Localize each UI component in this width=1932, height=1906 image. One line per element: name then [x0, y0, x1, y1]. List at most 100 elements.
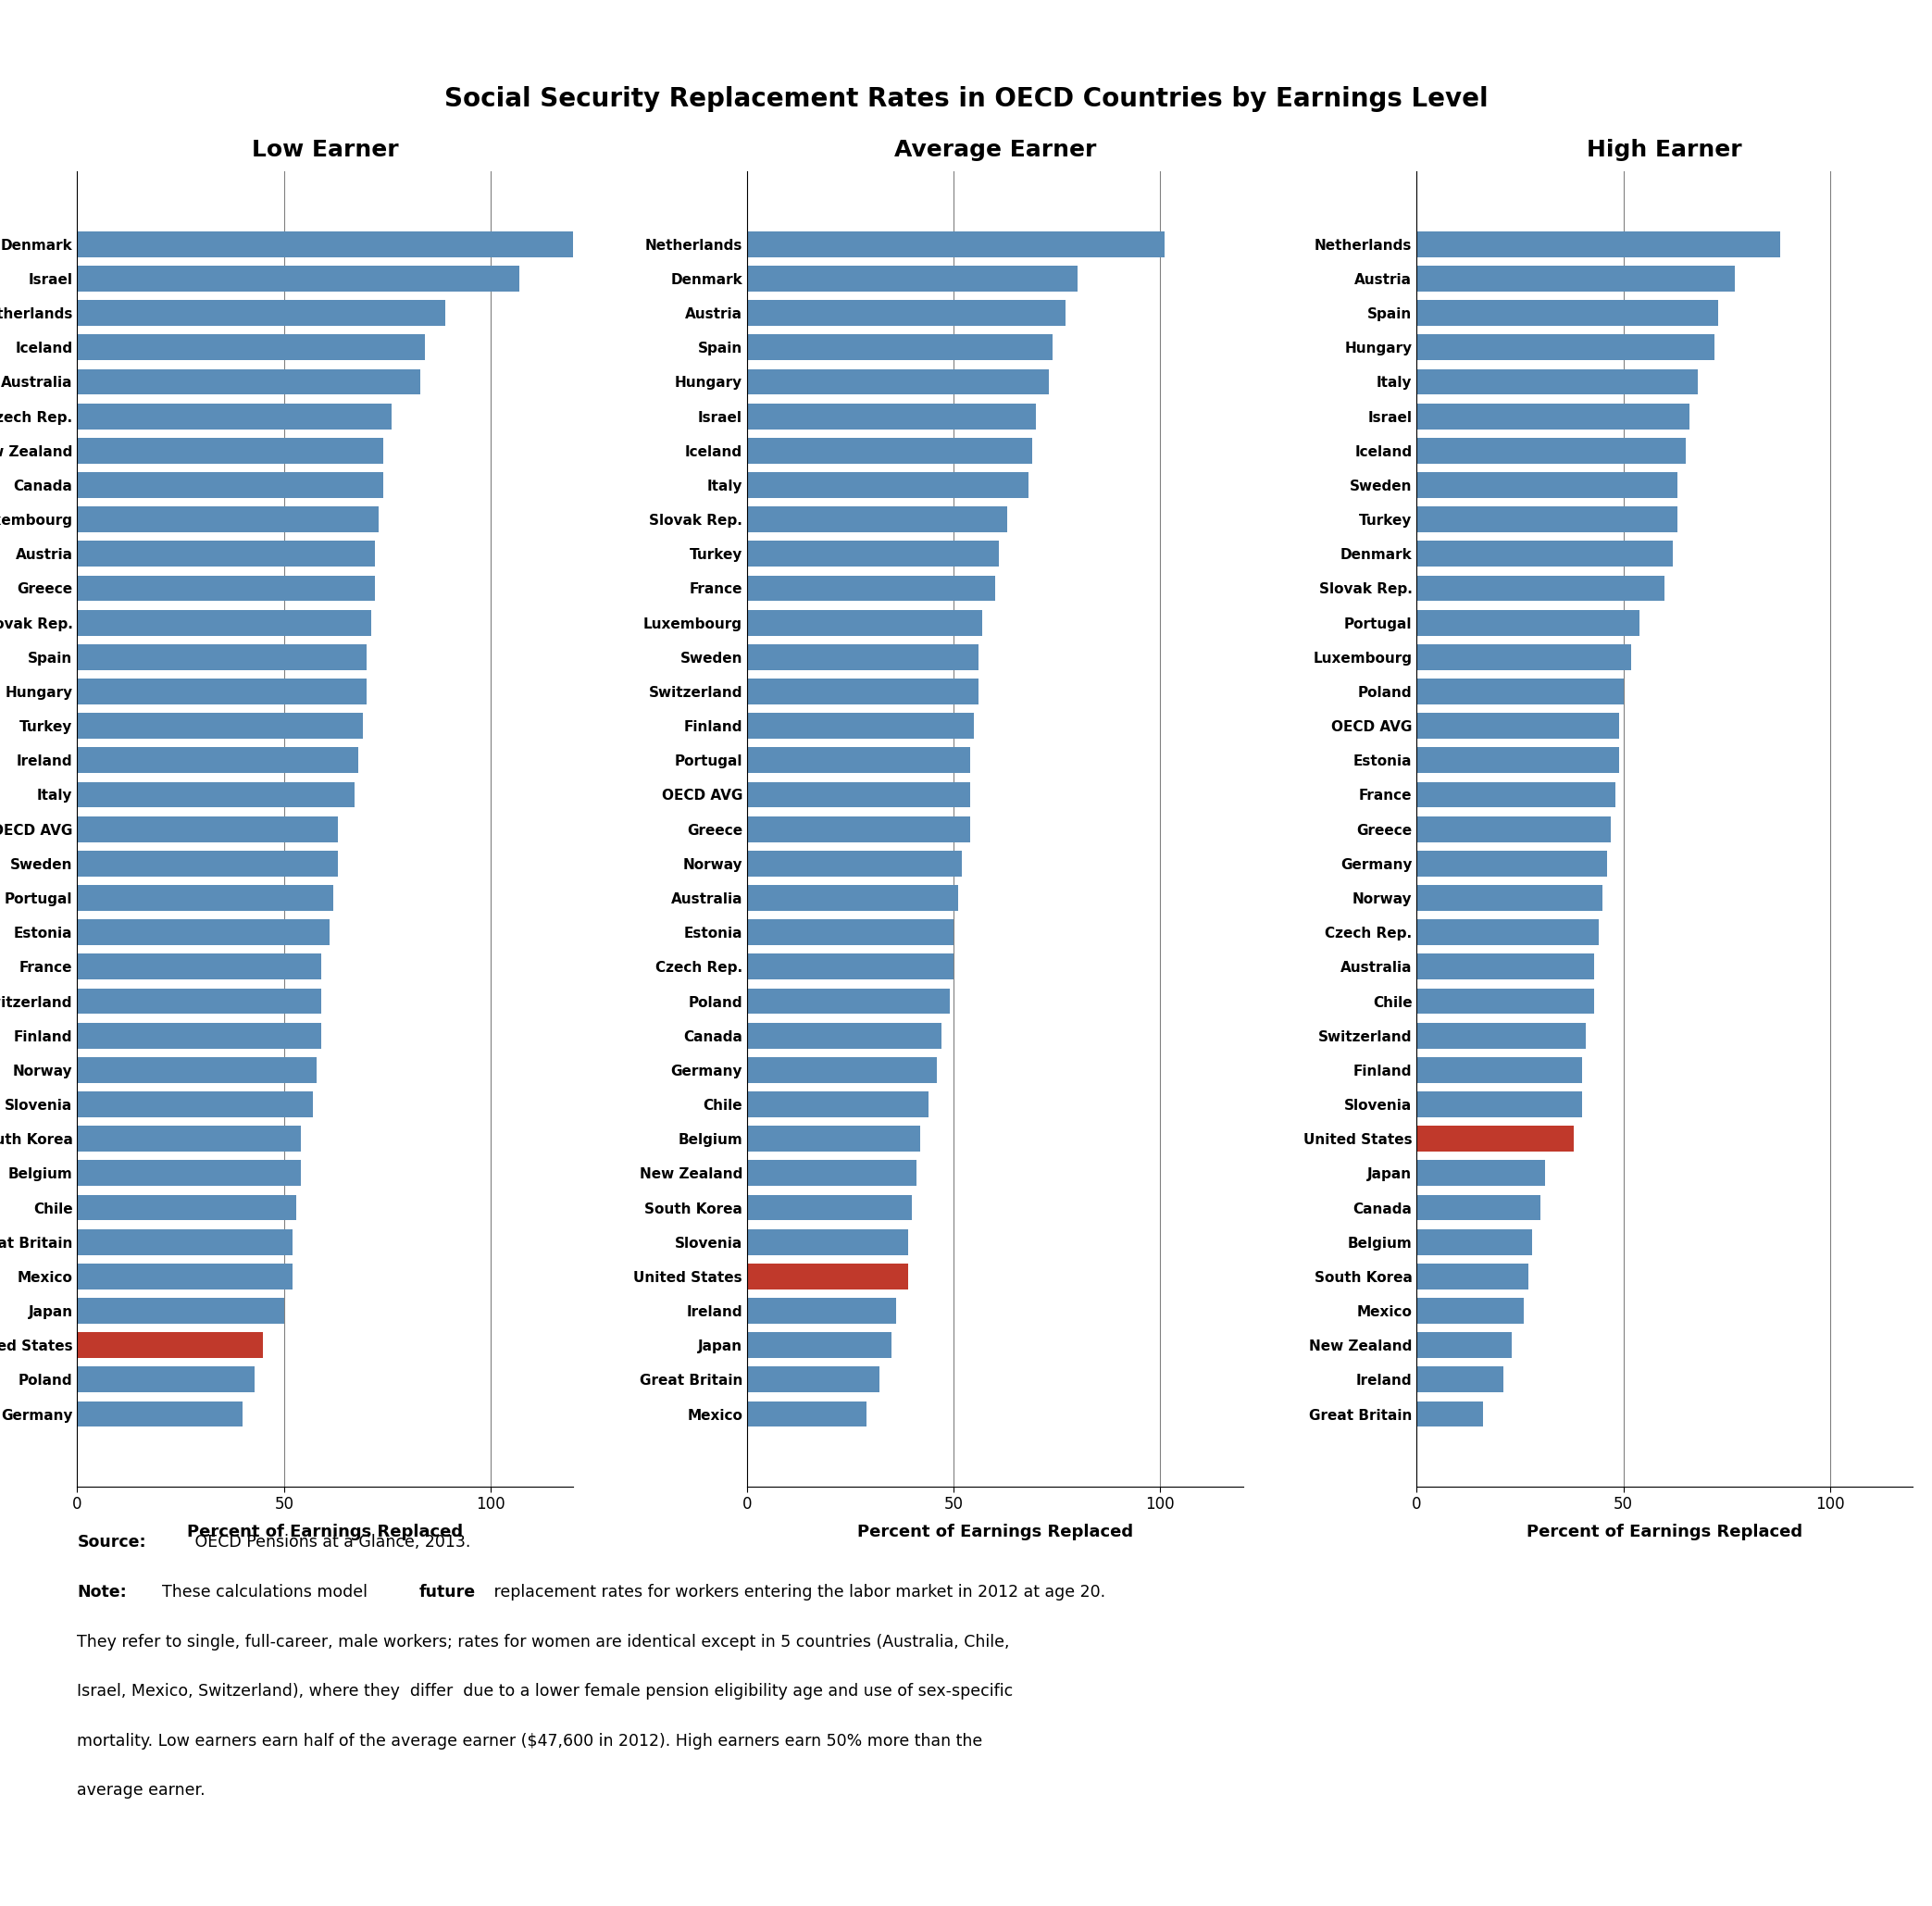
Bar — [77, 576, 375, 600]
Bar — [77, 1401, 243, 1428]
Bar — [77, 1058, 317, 1083]
Bar — [748, 265, 1078, 292]
Bar — [748, 953, 954, 980]
Bar — [77, 404, 392, 429]
Bar — [1416, 1058, 1582, 1083]
Bar — [77, 438, 383, 463]
Bar — [77, 1332, 263, 1359]
Text: They refer to single, full-career, male workers; rates for women are identical e: They refer to single, full-career, male … — [77, 1633, 1010, 1651]
Bar — [1416, 541, 1673, 566]
Bar — [77, 1298, 284, 1323]
Bar — [748, 1401, 867, 1428]
Bar — [77, 816, 338, 842]
Bar — [748, 576, 995, 600]
Bar — [748, 713, 974, 740]
Bar — [748, 1024, 941, 1048]
Bar — [748, 747, 970, 774]
Bar — [1416, 1332, 1511, 1359]
Bar — [77, 1264, 292, 1288]
Text: OECD Pensions at a Glance, 2013.: OECD Pensions at a Glance, 2013. — [189, 1534, 469, 1551]
Text: mortality. Low earners earn half of the average earner ($47,600 in 2012). High e: mortality. Low earners earn half of the … — [77, 1733, 983, 1750]
Bar — [1416, 884, 1604, 911]
Bar — [77, 644, 367, 671]
Bar — [77, 1126, 301, 1151]
Text: average earner.: average earner. — [77, 1782, 205, 1799]
Bar — [748, 610, 983, 635]
Bar — [748, 919, 954, 945]
Bar — [1416, 1229, 1532, 1254]
Bar — [77, 953, 321, 980]
Bar — [1416, 265, 1735, 292]
Bar — [77, 747, 357, 774]
Text: Source:: Source: — [77, 1534, 147, 1551]
Bar — [1416, 1401, 1482, 1428]
X-axis label: Percent of Earnings Replaced: Percent of Earnings Replaced — [187, 1523, 464, 1540]
Bar — [748, 1161, 916, 1186]
Bar — [77, 1195, 296, 1220]
Bar — [1416, 335, 1714, 360]
Title: Low Earner: Low Earner — [251, 139, 398, 160]
Bar — [1416, 299, 1718, 326]
Bar — [1416, 919, 1598, 945]
Bar — [748, 541, 999, 566]
Bar — [1416, 1161, 1546, 1186]
Bar — [1416, 1367, 1503, 1393]
Bar — [748, 1264, 908, 1288]
Bar — [748, 1195, 912, 1220]
Bar — [748, 438, 1032, 463]
Bar — [1416, 816, 1611, 842]
Bar — [1416, 438, 1685, 463]
Bar — [748, 473, 1028, 497]
Bar — [77, 781, 354, 808]
Bar — [1416, 747, 1619, 774]
Bar — [77, 610, 371, 635]
Bar — [77, 265, 520, 292]
Bar — [77, 299, 444, 326]
Bar — [1416, 1126, 1575, 1151]
Bar — [748, 884, 958, 911]
Bar — [1416, 1264, 1528, 1288]
Text: future: future — [419, 1584, 475, 1601]
Bar — [1416, 1092, 1582, 1117]
Title: High Earner: High Earner — [1586, 139, 1743, 160]
Bar — [77, 541, 375, 566]
Bar — [748, 1367, 879, 1393]
Bar — [748, 850, 962, 877]
Text: Social Security Replacement Rates in OECD Countries by Earnings Level: Social Security Replacement Rates in OEC… — [444, 86, 1488, 112]
Bar — [77, 231, 574, 257]
Bar — [1416, 713, 1619, 740]
X-axis label: Percent of Earnings Replaced: Percent of Earnings Replaced — [1526, 1523, 1803, 1540]
Bar — [77, 1367, 255, 1393]
Bar — [1416, 404, 1689, 429]
Bar — [1416, 610, 1640, 635]
Bar — [77, 1092, 313, 1117]
Text: replacement rates for workers entering the labor market in 2012 at age 20.: replacement rates for workers entering t… — [489, 1584, 1105, 1601]
Bar — [77, 919, 330, 945]
Bar — [1416, 679, 1623, 705]
Bar — [77, 679, 367, 705]
Bar — [1416, 644, 1633, 671]
Bar — [77, 1161, 301, 1186]
Bar — [748, 299, 1065, 326]
Bar — [748, 1126, 920, 1151]
Bar — [748, 1058, 937, 1083]
Bar — [1416, 231, 1781, 257]
Bar — [748, 1092, 929, 1117]
Bar — [77, 507, 379, 532]
Bar — [77, 335, 425, 360]
Bar — [1416, 507, 1677, 532]
Bar — [77, 1024, 321, 1048]
Bar — [77, 473, 383, 497]
Bar — [748, 1332, 893, 1359]
Bar — [1416, 953, 1594, 980]
Bar — [77, 987, 321, 1014]
Bar — [748, 404, 1036, 429]
Bar — [77, 1229, 292, 1254]
Bar — [748, 816, 970, 842]
Bar — [77, 850, 338, 877]
Bar — [1416, 781, 1615, 808]
Bar — [1416, 370, 1698, 395]
Bar — [77, 370, 421, 395]
Bar — [748, 1229, 908, 1254]
Bar — [1416, 850, 1607, 877]
